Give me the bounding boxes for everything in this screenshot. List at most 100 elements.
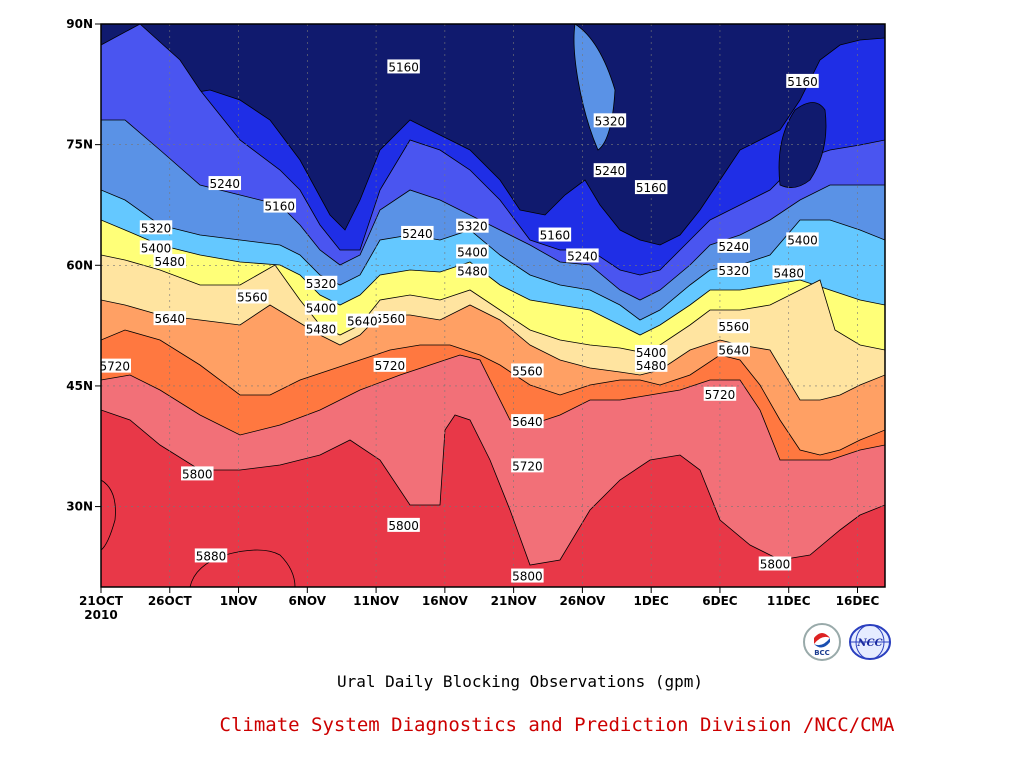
contour-label-5560: 5560 xyxy=(373,311,407,326)
contour-label-text: 5160 xyxy=(636,181,667,195)
contour-label-5480: 5480 xyxy=(304,321,338,337)
x-tick-label: 21OCT xyxy=(79,594,124,608)
contour-label-box xyxy=(772,265,805,280)
contour-label-box xyxy=(263,198,297,213)
contour-label-text: 5800 xyxy=(512,570,543,584)
contour-label-text: 5160 xyxy=(265,200,296,214)
contour-label-5240: 5240 xyxy=(717,238,750,254)
contour-label-5800: 5800 xyxy=(511,568,544,584)
gridlines xyxy=(101,24,885,587)
contour-label-5160: 5160 xyxy=(387,59,420,74)
contour-label-5160: 5160 xyxy=(538,227,572,243)
x-tick-label: 6NOV xyxy=(289,594,327,608)
contour-label-box xyxy=(717,342,750,357)
x-tick-label: 1NOV xyxy=(220,594,258,608)
contour-label-text: 5240 xyxy=(402,227,433,241)
contour-label-box xyxy=(304,300,338,315)
contour-label-box xyxy=(593,113,627,128)
contour-label-box xyxy=(717,319,750,334)
contour-label-5560: 5560 xyxy=(236,289,269,304)
y-tick-label: 60N xyxy=(66,258,93,272)
contour-label-text: 5240 xyxy=(718,240,749,254)
contour-label-text: 5800 xyxy=(388,519,419,533)
chart-title: Ural Daily Blocking Observations (gpm) xyxy=(336,672,704,691)
contour-label-5800: 5800 xyxy=(758,556,792,571)
contour-label-box xyxy=(139,240,173,255)
contour-label-box xyxy=(236,289,269,304)
contour-label-box xyxy=(703,386,737,401)
contour-label-text: 5640 xyxy=(154,312,185,326)
x-tick-label: 6DEC xyxy=(702,594,738,608)
contour-label-5720: 5720 xyxy=(703,386,737,402)
contour-label-text: 5160 xyxy=(787,75,818,89)
contour-label-5560: 5560 xyxy=(511,363,544,378)
contour-label-text: 5480 xyxy=(773,266,804,280)
contour-label-text: 5880 xyxy=(196,549,227,563)
contour-label-box xyxy=(634,344,668,359)
contour-label-text: 5160 xyxy=(540,229,571,243)
contour-label-5160: 5160 xyxy=(263,198,297,214)
contour-label-text: 5320 xyxy=(595,114,626,128)
contour-label-box xyxy=(758,556,792,571)
contour-label-5480: 5480 xyxy=(634,357,668,373)
contour-label-text: 5720 xyxy=(375,359,406,373)
contour-label-5720: 5720 xyxy=(511,458,544,473)
contour-labels: 5160 5160 5160 5160 5160 5240 5240 5240 5240 5240… xyxy=(98,59,819,584)
contour-label-text: 5560 xyxy=(512,364,543,378)
contour-label-text: 5560 xyxy=(237,290,268,304)
contour-label-box xyxy=(373,311,407,326)
contour-bands xyxy=(101,24,885,587)
contour-label-5480: 5480 xyxy=(153,254,187,269)
contour-label-box xyxy=(717,238,750,253)
contour-label-box xyxy=(456,244,489,259)
contour-band xyxy=(778,102,827,188)
contour-label-5160: 5160 xyxy=(634,180,668,195)
contour-label-text: 5560 xyxy=(718,320,749,334)
x-tick-label: 11NOV xyxy=(353,594,400,608)
contour-label-box xyxy=(208,176,242,191)
contour-label-5240: 5240 xyxy=(593,163,627,178)
contour-label-box xyxy=(304,321,338,336)
contour-band xyxy=(101,479,116,551)
contour-label-text: 5320 xyxy=(141,221,172,235)
contour-label-text: 5400 xyxy=(141,241,172,255)
contour-band xyxy=(101,409,885,587)
contour-label-text: 5160 xyxy=(388,60,419,74)
contour-label-box xyxy=(634,357,668,372)
x-tick-label: 21NOV xyxy=(491,594,538,608)
contour-label-text: 5240 xyxy=(210,177,241,191)
contour-label-box xyxy=(304,275,338,290)
contour-label-text: 5400 xyxy=(787,233,818,247)
contour-label-text: 5480 xyxy=(457,265,488,279)
contour-label-text: 5720 xyxy=(705,388,736,402)
contour-label-5640: 5640 xyxy=(153,311,187,326)
contour-label-5240: 5240 xyxy=(208,176,242,191)
contour-label-box xyxy=(456,218,489,233)
contour-label-text: 5320 xyxy=(718,264,749,278)
contour-label-text: 5800 xyxy=(182,467,213,481)
contour-label-box xyxy=(593,163,627,178)
contour-label-box xyxy=(566,248,599,263)
contour-label-5480: 5480 xyxy=(456,263,489,279)
contour-label-text: 5640 xyxy=(718,344,749,358)
contour-label-text: 5320 xyxy=(306,277,337,291)
contour-label-box xyxy=(346,313,379,328)
contour-label-text: 5800 xyxy=(760,557,791,571)
contour-label-text: 5400 xyxy=(306,302,337,316)
contour-label-5640: 5640 xyxy=(346,313,379,329)
contour-label-box xyxy=(401,225,434,240)
plot-frame xyxy=(100,23,886,588)
x-tick-label: 1DEC xyxy=(634,594,670,608)
contour-label-text: 5480 xyxy=(636,359,667,373)
contour-label-box xyxy=(511,363,544,378)
contour-label-box xyxy=(456,263,489,278)
contour-label-5720: 5720 xyxy=(373,357,407,373)
contour-label-box xyxy=(786,73,819,88)
contour-label-5400: 5400 xyxy=(786,232,819,247)
contour-label-box xyxy=(181,466,214,481)
contour-label-box xyxy=(538,227,572,242)
contour-label-box xyxy=(153,311,187,326)
contour-label-box xyxy=(373,357,407,372)
contour-label-5320: 5320 xyxy=(139,220,173,235)
